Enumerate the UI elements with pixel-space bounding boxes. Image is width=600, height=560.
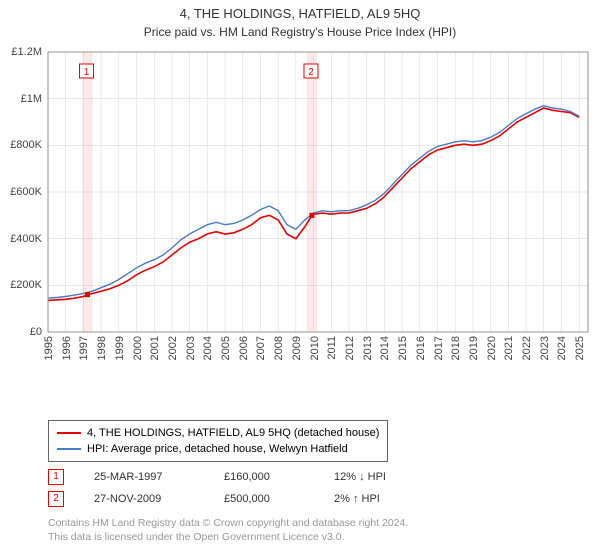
legend-swatch-hpi [57,448,81,450]
sales-table: 1 25-MAR-1997 £160,000 12% ↓ HPI 2 27-NO… [48,466,386,510]
page-title: 4, THE HOLDINGS, HATFIELD, AL9 5HQ [0,0,600,21]
marker-badge-1: 1 [48,469,64,485]
x-axis-label: 1999 [114,336,126,360]
x-axis-label: 2012 [344,336,356,360]
sale-date-2: 27-NOV-2009 [94,488,194,510]
sales-row-1: 1 25-MAR-1997 £160,000 12% ↓ HPI [48,466,386,488]
sale-diff-2: 2% ↑ HPI [334,488,380,510]
attribution-line2: This data is licensed under the Open Gov… [48,530,408,544]
x-axis-label: 2003 [185,336,197,360]
sales-row-2: 2 27-NOV-2009 £500,000 2% ↑ HPI [48,488,386,510]
x-axis-label: 2014 [379,336,391,360]
x-axis-label: 2006 [238,336,250,360]
chart-container: 4, THE HOLDINGS, HATFIELD, AL9 5HQ Price… [0,0,600,560]
marker-badge-2-text: 2 [53,488,59,510]
x-axis-label: 2013 [362,336,374,360]
x-axis-label: 2021 [503,336,515,360]
x-axis-label: 2015 [397,336,409,360]
legend-label-hpi: HPI: Average price, detached house, Welw… [87,441,348,457]
sale-price-2: £500,000 [224,488,304,510]
x-axis-label: 2007 [255,336,267,360]
x-axis-label: 2022 [521,336,533,360]
x-axis-label: 2025 [574,336,586,360]
chart-svg: 12 [0,42,600,382]
x-axis-label: 2005 [220,336,232,360]
x-axis-label: 2000 [132,336,144,360]
x-axis-label: 2020 [486,336,498,360]
marker-badge-1-text: 1 [53,466,59,488]
legend-swatch-property [57,432,81,434]
x-axis-label: 1996 [61,336,73,360]
legend-row-property: 4, THE HOLDINGS, HATFIELD, AL9 5HQ (deta… [57,425,379,441]
y-axis-label: £1M [0,93,42,105]
y-axis-label: £0 [0,326,42,338]
attribution: Contains HM Land Registry data © Crown c… [48,516,408,544]
marker-badge-2: 2 [48,491,64,507]
y-axis-label: £400K [0,233,42,245]
sale-price-1: £160,000 [224,466,304,488]
x-axis-label: 2008 [273,336,285,360]
legend: 4, THE HOLDINGS, HATFIELD, AL9 5HQ (deta… [48,420,388,462]
x-axis-label: 2002 [167,336,179,360]
y-axis-label: £200K [0,279,42,291]
sale-date-1: 25-MAR-1997 [94,466,194,488]
x-axis-label: 1997 [78,336,90,360]
y-axis-label: £800K [0,139,42,151]
x-axis-label: 2016 [415,336,427,360]
x-axis-label: 2009 [291,336,303,360]
x-axis-label: 2011 [326,336,338,360]
x-axis-label: 1998 [96,336,108,360]
x-axis-label: 2017 [433,336,445,360]
y-axis-label: £600K [0,186,42,198]
legend-row-hpi: HPI: Average price, detached house, Welw… [57,441,379,457]
x-axis-label: 2001 [149,336,161,360]
svg-text:2: 2 [308,67,314,78]
x-axis-label: 2024 [556,336,568,360]
x-axis-label: 2023 [539,336,551,360]
x-axis-label: 2004 [202,336,214,360]
x-axis-label: 1995 [43,336,55,360]
x-axis-label: 2010 [309,336,321,360]
svg-text:1: 1 [84,67,90,78]
x-axis-label: 2018 [450,336,462,360]
sale-diff-1: 12% ↓ HPI [334,466,386,488]
attribution-line1: Contains HM Land Registry data © Crown c… [48,516,408,530]
chart-area: 12 [0,42,600,382]
page-subtitle: Price paid vs. HM Land Registry's House … [0,21,600,43]
y-axis-label: £1.2M [0,46,42,58]
x-axis-label: 2019 [468,336,480,360]
legend-label-property: 4, THE HOLDINGS, HATFIELD, AL9 5HQ (deta… [87,425,379,441]
